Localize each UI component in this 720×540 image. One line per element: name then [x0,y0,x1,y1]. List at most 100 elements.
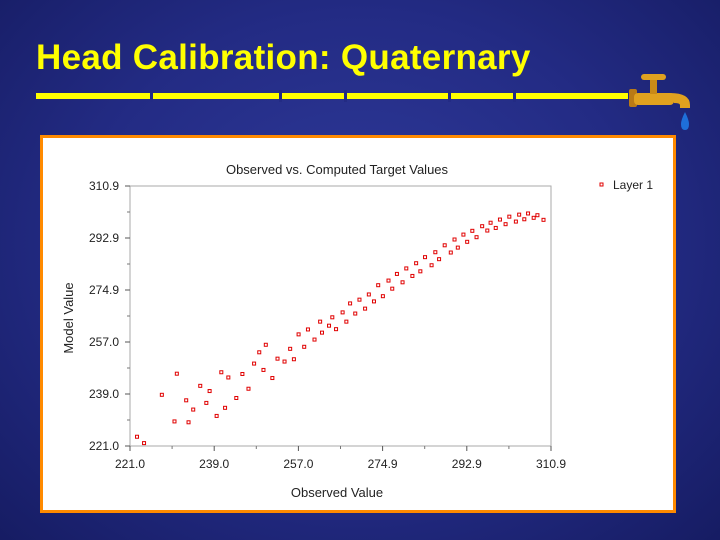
data-point [404,266,409,271]
data-point [394,271,399,276]
data-point [414,261,419,266]
scatter-chart: Observed vs. Computed Target Values Obse… [61,162,653,500]
y-tick-label: 310.9 [89,179,119,193]
data-point [535,213,540,218]
data-point [480,224,485,229]
faucet-icon [629,74,690,130]
data-point [204,400,209,405]
data-point [320,330,325,335]
data-point [376,283,381,288]
data-point [219,370,224,375]
x-tick-label: 221.0 [115,457,145,471]
data-point [184,398,189,403]
data-point [174,371,179,376]
data-point [386,278,391,283]
data-point [282,359,287,364]
data-point [296,332,301,337]
data-point [429,263,434,268]
data-point [261,367,266,372]
data-point [485,228,490,233]
data-point [410,273,415,278]
y-tick-label: 292.9 [89,231,119,245]
data-point [135,434,140,439]
x-tick-label: 310.9 [536,457,566,471]
data-point [291,357,296,362]
data-point [327,323,332,328]
data-point [198,383,203,388]
data-point [493,225,498,230]
chart-title: Observed vs. Computed Target Values [226,162,449,177]
data-point [363,306,368,311]
data-point [448,250,453,255]
data-point [302,344,307,349]
y-tick-label: 257.0 [89,335,119,349]
data-point [357,297,362,302]
data-point [497,217,502,222]
chart-panel: Observed vs. Computed Target Values Obse… [40,135,676,513]
data-point [465,239,470,244]
data-point [522,217,527,222]
legend-label: Layer 1 [613,178,653,192]
plot-frame [129,185,552,447]
y-axis-label: Model Value [61,282,76,353]
data-point [418,269,423,274]
data-point [159,392,164,397]
data-point [223,405,228,410]
data-point [437,257,442,262]
data-point [340,310,345,315]
data-point [517,212,522,217]
data-point [470,228,475,233]
data-point [366,292,371,297]
axis-ticks: 221.0 239.0 257.0 274.9 292.9 310.9 221.0 239.0… [89,179,566,471]
data-point [207,389,212,394]
data-point [400,280,405,285]
data-point [474,235,479,240]
data-point [288,346,293,351]
data-point [526,211,531,216]
x-axis-label: Observed Value [291,485,383,500]
data-point [257,350,262,355]
data-point [172,419,177,424]
data-point [270,376,275,381]
data-point [275,356,280,361]
data-point [246,386,251,391]
data-point [380,294,385,299]
data-point [423,255,428,260]
data-point [191,407,196,412]
legend-marker [599,182,604,187]
x-tick-label: 292.9 [452,457,482,471]
x-tick-label: 239.0 [199,457,229,471]
data-point [390,286,395,291]
data-point [488,220,493,225]
data-point [442,243,447,248]
data-point [330,315,335,320]
data-point [214,413,219,418]
data-point [507,214,512,219]
data-point [252,361,257,366]
data-point [344,319,349,324]
title-underline [36,90,628,102]
data-point [433,250,438,255]
y-tick-label: 274.9 [89,283,119,297]
data-point [334,327,339,332]
data-point [312,337,317,342]
data-points [135,211,546,446]
data-point [305,327,310,332]
y-tick-label: 239.0 [89,387,119,401]
data-point [226,375,231,380]
y-tick-label: 221.0 [89,439,119,453]
data-point [513,219,518,224]
data-point [531,215,536,220]
data-point [318,319,323,324]
data-point [234,395,239,400]
data-point [186,420,191,425]
data-point [348,301,353,306]
slide-title: Head Calibration: Quaternary [36,38,531,77]
data-point [371,299,376,304]
legend: Layer 1 [599,178,653,192]
data-point [263,342,268,347]
data-point [452,237,457,242]
data-point [541,217,546,222]
plot-area [129,185,552,447]
data-point [142,441,147,446]
